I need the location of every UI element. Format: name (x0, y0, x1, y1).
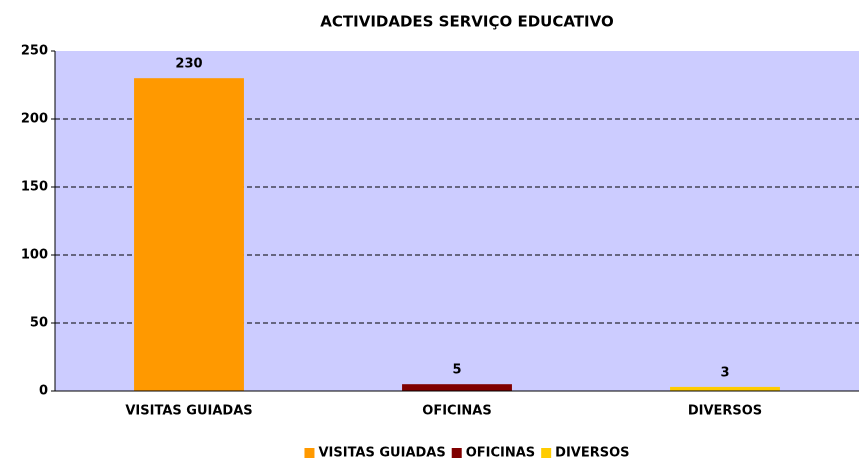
x-tick-label: DIVERSOS (688, 404, 762, 419)
legend-label: DIVERSOS (555, 446, 629, 460)
y-tick-label: 100 (21, 248, 48, 263)
y-tick-label: 0 (39, 384, 48, 399)
y-tick-label: 50 (30, 316, 48, 331)
legend-swatch (541, 448, 552, 458)
data-label: 5 (452, 363, 461, 378)
bar (134, 78, 244, 391)
y-tick-label: 250 (21, 44, 48, 59)
chart-title: ACTIVIDADES SERVIÇO EDUCATIVO (320, 13, 613, 31)
legend-label: VISITAS GUIADAS (318, 446, 445, 460)
bar (402, 384, 512, 391)
bar (670, 386, 780, 391)
data-label: 230 (175, 57, 202, 72)
legend-swatch (451, 448, 462, 458)
y-tick-label: 200 (21, 112, 48, 127)
y-tick-label: 150 (21, 180, 48, 195)
x-tick-label: VISITAS GUIADAS (125, 404, 252, 419)
legend-swatch (304, 448, 315, 458)
legend-label: OFICINAS (466, 446, 535, 460)
data-label: 3 (720, 365, 729, 380)
x-tick-label: OFICINAS (422, 404, 491, 419)
